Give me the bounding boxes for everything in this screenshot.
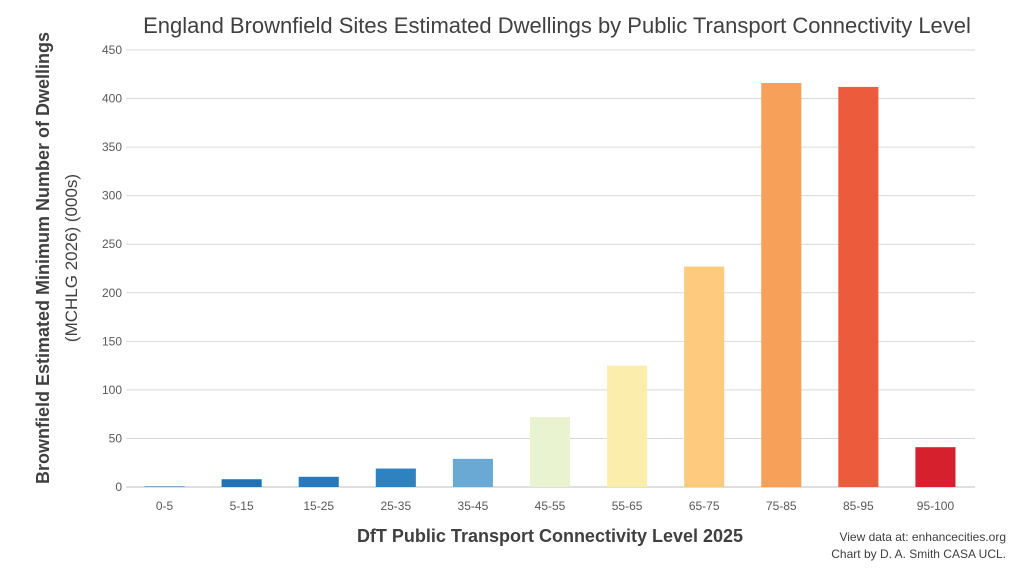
x-tick-label: 75-85 [766, 499, 797, 513]
bar-65-75 [684, 266, 725, 487]
y-tick-label: 400 [102, 92, 122, 106]
y-axis-subtitle: (MCHLG 2026) (000s) [62, 174, 81, 342]
y-tick-label: 150 [102, 334, 122, 348]
y-tick-label: 50 [109, 431, 123, 445]
x-tick-label: 95-100 [917, 499, 955, 513]
chart-title: England Brownfield Sites Estimated Dwell… [143, 13, 971, 38]
y-tick-label: 250 [102, 237, 122, 251]
x-tick-label: 5-15 [230, 499, 254, 513]
x-tick-label: 15-25 [303, 499, 334, 513]
bar-75-85 [761, 83, 802, 488]
bar-35-45 [452, 458, 493, 487]
credit-author: Chart by D. A. Smith CASA UCL. [831, 547, 1006, 561]
y-tick-label: 350 [102, 140, 122, 154]
y-tick-label: 200 [102, 286, 122, 300]
y-axis-title: Brownfield Estimated Minimum Number of D… [33, 32, 53, 484]
x-tick-label: 0-5 [156, 499, 174, 513]
x-tick-label: 55-65 [612, 499, 643, 513]
y-tick-label: 300 [102, 189, 122, 203]
x-tick-label: 35-45 [458, 499, 489, 513]
x-tick-label: 65-75 [689, 499, 720, 513]
bar-5-15 [221, 479, 262, 487]
x-tick-label: 25-35 [380, 499, 411, 513]
bar-85-95 [838, 86, 879, 487]
gridlines [126, 49, 975, 488]
credit-data-link: View data at: enhancecities.org [839, 530, 1006, 544]
y-tick-label: 100 [102, 383, 122, 397]
y-axis-ticks: 0 50 100 150 200 250 300 350 400 450 [102, 43, 122, 494]
bar-15-25 [298, 476, 339, 487]
x-axis-title: DfT Public Transport Connectivity Level … [357, 526, 743, 546]
bar-95-100 [915, 447, 956, 487]
bar-55-65 [607, 365, 648, 487]
bars [144, 83, 956, 488]
x-tick-label: 85-95 [843, 499, 874, 513]
bar-25-35 [375, 468, 416, 487]
y-tick-label: 450 [102, 43, 122, 57]
x-axis-ticks: 0-5 5-15 15-25 25-35 35-45 45-55 55-65 65-75 75-… [156, 499, 955, 513]
bar-45-55 [529, 417, 571, 487]
x-tick-label: 45-55 [535, 499, 566, 513]
y-tick-label: 0 [115, 480, 122, 494]
